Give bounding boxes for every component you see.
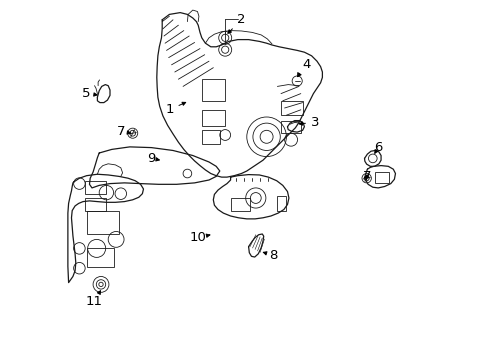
Bar [87, 211, 119, 234]
Text: 2: 2 [228, 13, 245, 33]
Bar [85, 198, 106, 211]
Bar [87, 248, 114, 267]
Text: 8: 8 [263, 249, 278, 262]
Bar [85, 181, 106, 194]
Bar [202, 110, 225, 126]
Text: 11: 11 [86, 291, 103, 308]
Text: 9: 9 [147, 152, 159, 165]
Bar [281, 101, 303, 115]
Bar [231, 198, 250, 211]
Bar [374, 172, 389, 183]
Text: 7: 7 [117, 125, 131, 138]
Text: 1: 1 [165, 102, 186, 116]
Text: 3: 3 [299, 116, 319, 129]
Bar [202, 79, 225, 101]
Bar [202, 130, 220, 144]
Text: 4: 4 [298, 58, 310, 77]
Bar [281, 121, 301, 133]
Text: 7: 7 [363, 170, 371, 183]
Bar [277, 196, 286, 211]
Text: 10: 10 [190, 231, 210, 244]
Text: 6: 6 [374, 141, 382, 154]
Text: 5: 5 [82, 87, 97, 100]
